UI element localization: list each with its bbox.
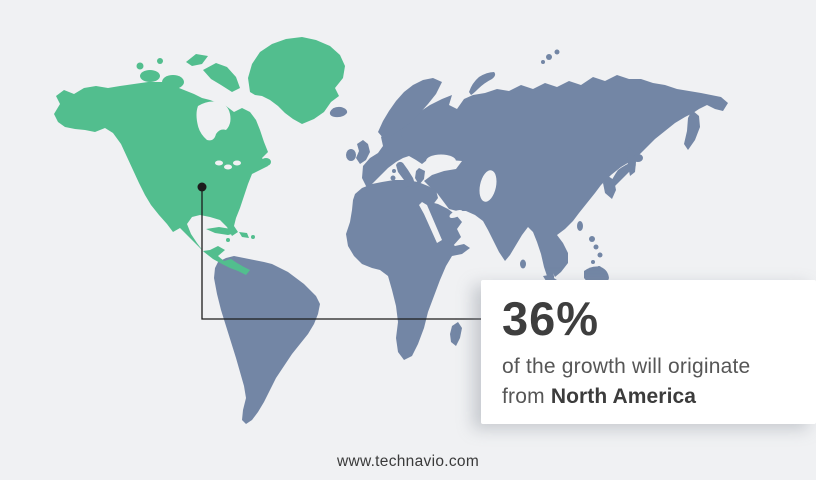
caspian-sea	[479, 170, 497, 202]
stat-line-1: of the growth will originate	[502, 355, 751, 379]
callout-marker-dot	[197, 182, 207, 192]
great-lake	[233, 160, 241, 166]
red-sea	[419, 202, 442, 243]
island-newfoundland	[261, 158, 271, 166]
peninsula-italy	[396, 161, 415, 187]
islands-philippines	[591, 260, 595, 264]
island-svalbard	[546, 54, 552, 60]
sea-cutouts	[419, 154, 497, 243]
arctic-islet	[136, 62, 144, 70]
island-novaya-zemlya	[469, 72, 496, 95]
island-iceland	[329, 106, 348, 118]
region-greenland	[248, 37, 345, 124]
peninsula-kamchatka	[684, 110, 700, 150]
continent-africa	[346, 180, 470, 360]
peninsula-greece	[415, 168, 425, 185]
island-taiwan	[577, 221, 583, 231]
island-hokkaido	[633, 154, 643, 162]
peninsula-korea	[603, 176, 616, 199]
island-cuba	[206, 227, 236, 235]
island-britain	[356, 140, 370, 164]
footer-website-url: www.technavio.com	[336, 453, 480, 470]
region-scandinavia	[378, 78, 442, 138]
callout-connector-line	[201, 187, 481, 320]
great-lake	[215, 160, 223, 166]
island-svalbard	[554, 49, 560, 55]
island-sicily	[405, 186, 411, 192]
islands-philippines	[597, 252, 603, 258]
island-banks	[140, 70, 160, 82]
islands-philippines	[589, 236, 595, 242]
island-jamaica	[226, 238, 230, 242]
land-north-america	[54, 37, 345, 275]
island-madagascar	[450, 322, 462, 346]
island-baffin	[203, 63, 240, 92]
stat-callout-box: 36% of the growth will originate from No…	[481, 280, 816, 424]
persian-gulf	[449, 209, 463, 219]
great-lake	[224, 164, 232, 170]
island-honshu	[609, 162, 636, 189]
island-ireland	[346, 149, 356, 161]
stat-value: 36%	[502, 292, 600, 345]
water-cutouts-na	[196, 101, 241, 170]
island-ellesmere	[186, 54, 208, 66]
island-victoria	[162, 75, 184, 89]
island-sardinia	[390, 175, 396, 181]
island-corsica	[392, 169, 396, 173]
stat-line-2-prefix: from	[502, 385, 551, 409]
continent-south-america	[214, 256, 320, 424]
arctic-islet	[157, 58, 163, 64]
island-hispaniola	[239, 232, 249, 238]
highlighted-region-name: North America	[550, 385, 697, 409]
island-sri-lanka	[520, 259, 526, 269]
stat-line-2: from North America	[502, 382, 816, 412]
land-other-regions	[214, 49, 728, 424]
island-puerto-rico	[251, 235, 255, 239]
continent-eurasia	[362, 75, 728, 283]
island-svalbard	[541, 60, 545, 64]
hudson-bay	[196, 101, 231, 141]
region-denmark	[401, 127, 408, 141]
black-sea	[426, 154, 456, 168]
continent-north-america-mainland	[54, 82, 268, 275]
islands-philippines	[593, 244, 599, 250]
